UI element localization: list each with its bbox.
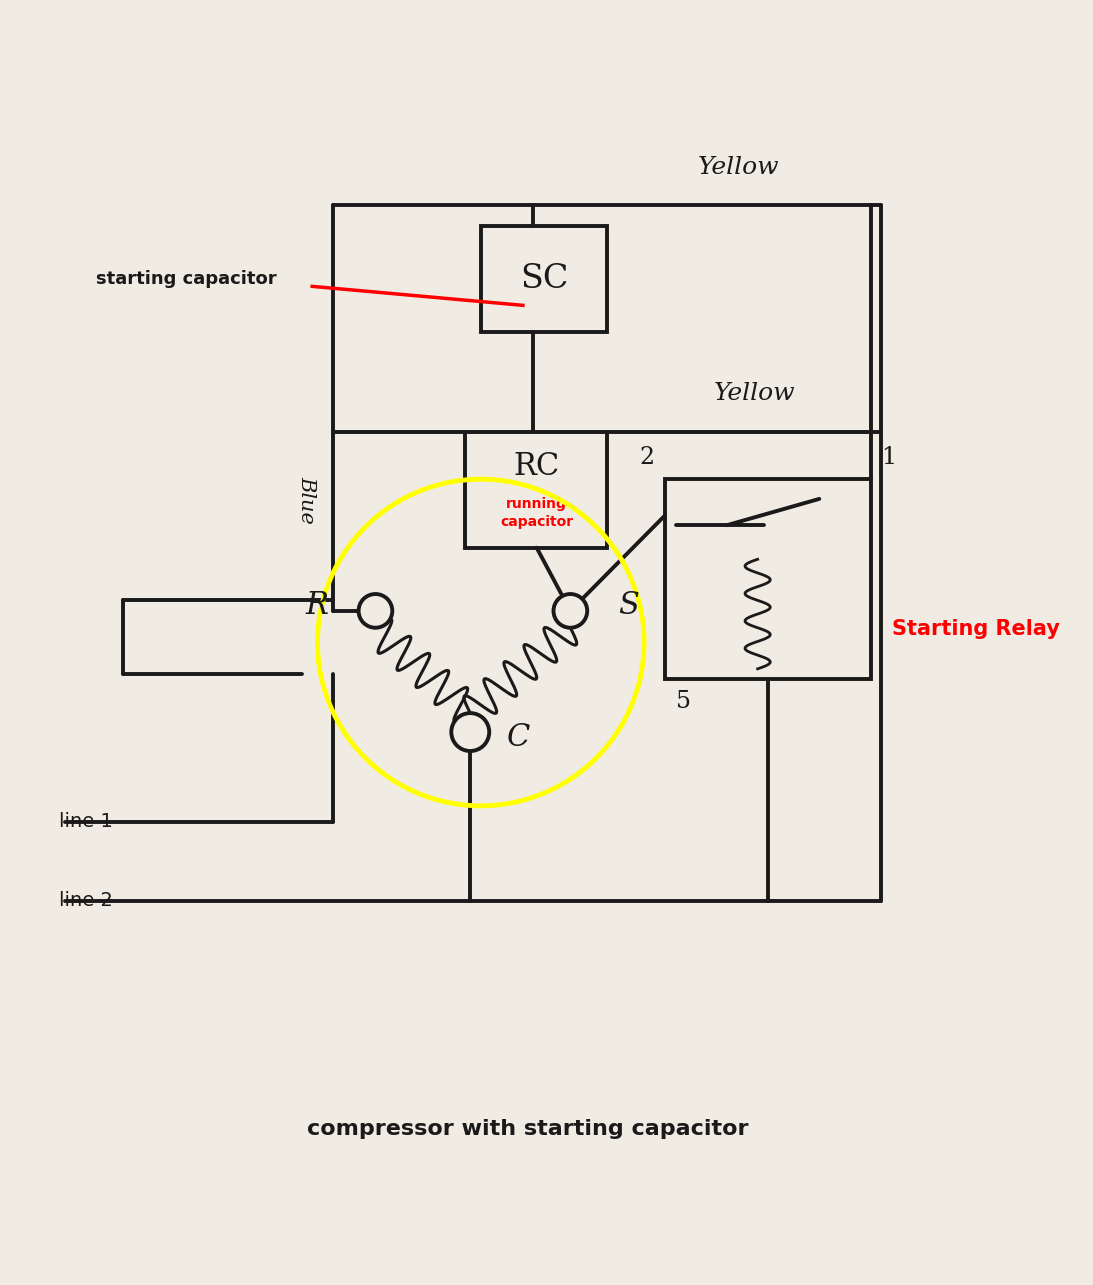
Text: SC: SC: [520, 263, 568, 296]
Circle shape: [451, 713, 490, 750]
Text: Starting Relay: Starting Relay: [892, 619, 1059, 640]
Text: C: C: [507, 722, 530, 753]
Text: 5: 5: [675, 690, 691, 713]
Text: running
capacitor: running capacitor: [501, 497, 573, 528]
Text: starting capacitor: starting capacitor: [96, 270, 277, 288]
Text: Yellow: Yellow: [714, 383, 796, 406]
Bar: [465, 432, 608, 547]
Text: line 1: line 1: [59, 812, 114, 831]
Text: Blue: Blue: [297, 477, 317, 524]
Circle shape: [359, 594, 392, 628]
Text: 1: 1: [881, 446, 896, 469]
Text: R: R: [305, 590, 328, 621]
Text: line 2: line 2: [59, 891, 114, 910]
Text: Yellow: Yellow: [698, 155, 779, 179]
Bar: [666, 479, 871, 680]
Bar: [481, 226, 608, 332]
Text: 2: 2: [639, 446, 655, 469]
Text: S: S: [618, 590, 638, 621]
Text: RC: RC: [514, 451, 560, 482]
Text: compressor with starting capacitor: compressor with starting capacitor: [307, 1119, 749, 1140]
Circle shape: [553, 594, 587, 628]
